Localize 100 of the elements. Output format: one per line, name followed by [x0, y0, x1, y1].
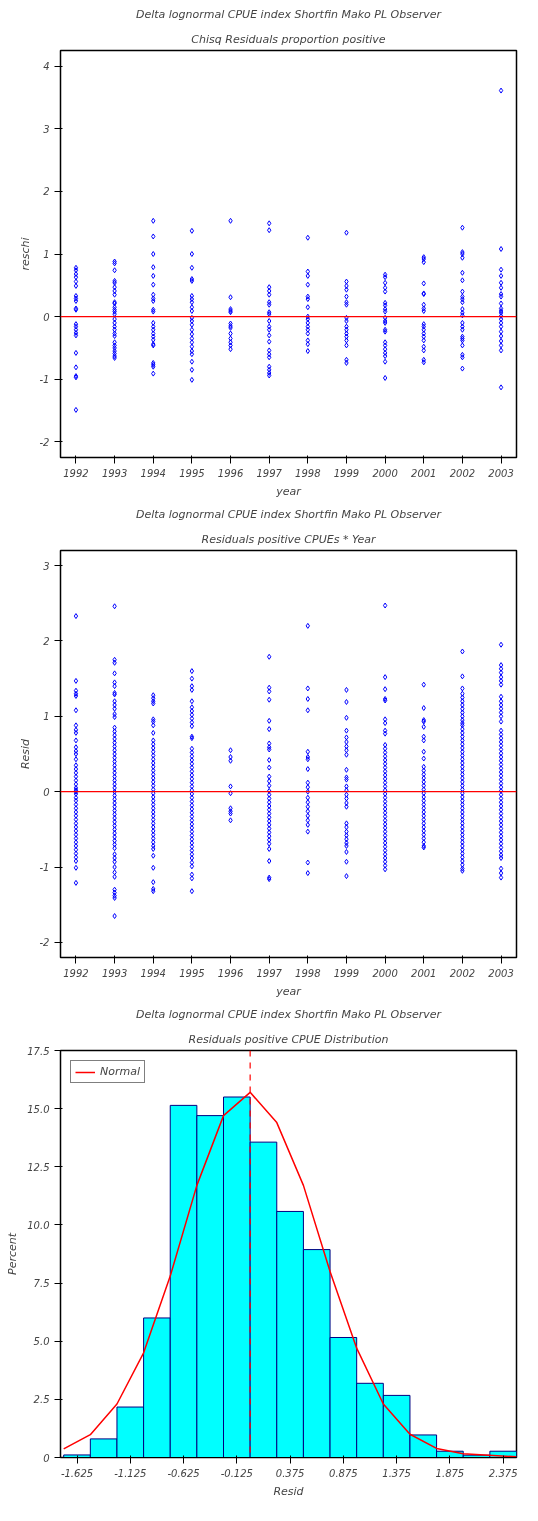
- point: [151, 233, 156, 240]
- point: [382, 745, 388, 752]
- point: [228, 747, 233, 754]
- point: [267, 825, 272, 832]
- point: [305, 799, 310, 806]
- y-tick-label: 15.0: [27, 1103, 50, 1115]
- x-tick-label: 0.875: [329, 1467, 358, 1479]
- chart-subtitle: Residuals positive CPUE Distribution: [188, 1032, 389, 1046]
- point: [267, 291, 272, 298]
- x-tick-label: 2.375: [488, 1467, 518, 1479]
- point: [112, 751, 117, 757]
- point: [151, 809, 156, 816]
- point: [305, 341, 310, 348]
- point: [112, 656, 117, 663]
- point: [189, 875, 195, 882]
- point: [382, 374, 388, 381]
- point: [344, 848, 349, 855]
- point: [382, 686, 388, 693]
- point: [189, 828, 195, 835]
- x-tick-label: 2001: [411, 967, 437, 979]
- point: [151, 756, 156, 763]
- point: [498, 776, 504, 783]
- x-tick-label: 2000: [372, 467, 398, 479]
- point: [421, 343, 426, 350]
- point: [189, 321, 195, 328]
- point: [189, 794, 195, 801]
- point: [151, 839, 156, 846]
- x-tick-label: 1.875: [435, 1467, 465, 1479]
- point: [460, 648, 465, 655]
- point: [73, 773, 79, 780]
- point: [151, 319, 156, 326]
- point: [498, 669, 504, 676]
- point: [305, 766, 310, 773]
- point: [382, 358, 388, 365]
- x-tick-label: 1996: [217, 467, 244, 479]
- point: [344, 766, 349, 773]
- point: [73, 267, 79, 274]
- point: [112, 659, 117, 666]
- point: [344, 820, 349, 827]
- point: [305, 870, 310, 877]
- point: [305, 779, 310, 786]
- point: [189, 764, 195, 771]
- point: [498, 742, 504, 749]
- point: [498, 266, 504, 273]
- point: [228, 754, 233, 761]
- x-tick-label: -1.125: [114, 1467, 147, 1479]
- point: [382, 802, 388, 809]
- point: [112, 698, 117, 705]
- point: [151, 845, 156, 852]
- point: [73, 364, 79, 371]
- point: [382, 794, 388, 801]
- point: [189, 318, 195, 324]
- point: [73, 278, 79, 285]
- point: [344, 803, 349, 810]
- point: [498, 323, 504, 330]
- point: [460, 288, 465, 295]
- point: [421, 763, 426, 770]
- point: [151, 812, 156, 819]
- point: [112, 284, 117, 291]
- point: [112, 784, 117, 791]
- point: [460, 850, 465, 857]
- point: [112, 864, 117, 871]
- point: [421, 748, 426, 755]
- point: [267, 347, 272, 354]
- point: [344, 727, 349, 734]
- point: [498, 681, 504, 688]
- point: [228, 339, 233, 346]
- point: [421, 705, 426, 712]
- point: [112, 702, 117, 709]
- point: [460, 673, 465, 680]
- point: [421, 359, 426, 366]
- point: [73, 274, 79, 281]
- point: [151, 752, 156, 759]
- point: [305, 788, 310, 795]
- point: [382, 855, 388, 862]
- point: [344, 747, 349, 754]
- x-tick-label: 1997: [256, 967, 283, 979]
- point: [460, 224, 465, 231]
- point: [498, 87, 504, 94]
- point: [305, 803, 310, 810]
- point: [460, 254, 465, 261]
- point: [151, 264, 156, 271]
- point: [421, 356, 426, 363]
- point: [498, 284, 504, 291]
- x-tick-label: 1994: [140, 967, 166, 979]
- point: [344, 743, 349, 750]
- point: [151, 852, 156, 859]
- point: [498, 814, 504, 821]
- point: [267, 351, 272, 358]
- point: [112, 811, 117, 818]
- x-tick-label: 1992: [63, 467, 89, 479]
- point: [498, 347, 504, 354]
- point: [460, 842, 465, 849]
- point: [460, 752, 465, 759]
- point: [460, 726, 465, 733]
- point: [112, 747, 117, 754]
- point: [382, 716, 388, 723]
- point: [344, 839, 349, 846]
- point: [460, 839, 465, 846]
- point: [382, 753, 388, 760]
